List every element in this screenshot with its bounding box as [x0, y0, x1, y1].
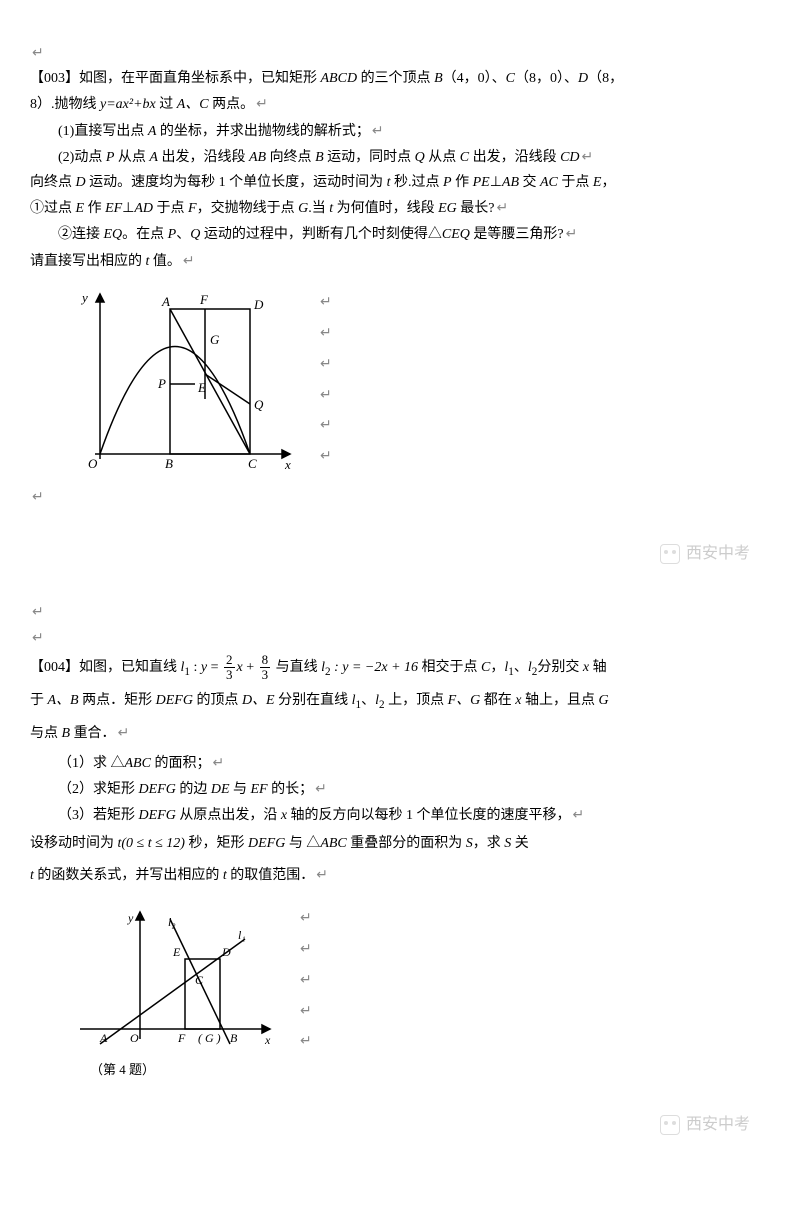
text: 的坐标，并求出抛物线的解析式；: [156, 124, 370, 139]
p004-line1: 【004】如图，已知直线 l1 : y = 23x + 83 与直线 l2 : …: [30, 651, 770, 686]
p004-q3: （3）若矩形 DEFG 从原点出发，沿 x 轴的反方向以每秒 1 个单位长度的速…: [30, 802, 770, 828]
equation: y=ax²+bx: [100, 97, 156, 112]
lbl-P: P: [157, 376, 166, 391]
svg-text:C: C: [195, 973, 204, 987]
lbl-O: O: [88, 456, 98, 471]
svg-text:E: E: [172, 945, 181, 959]
coord: （8，: [588, 71, 623, 86]
p003-line2: 8）.抛物线 y=ax²+bx 过 A、C 两点。↵: [30, 91, 770, 117]
svg-text:l₂: l₂: [168, 915, 176, 929]
figure-003: y x O A B C D F G P E Q ↵↵↵↵↵↵: [70, 284, 770, 474]
coord: （4，0）、: [443, 71, 506, 86]
text: 过: [156, 97, 177, 112]
p003-line3: 向终点 D 运动。速度均为每秒 1 个单位长度，运动时间为 t 秒.过点 P 作…: [30, 170, 770, 195]
blank-line: ↵: [30, 599, 770, 625]
svg-text:F: F: [177, 1031, 186, 1045]
wechat-icon: [660, 1115, 680, 1135]
text: 8）.抛物线: [30, 97, 100, 112]
p003-line5: ②连接 EQ。在点 P、Q 运动的过程中，判断有几个时刻使得△CEQ 是等腰三角…: [30, 221, 770, 247]
p004-q1: （1）求 △ABC 的面积；↵: [30, 750, 770, 776]
text: (1)直接写出点: [58, 124, 148, 139]
figure-004: y x O A B C D E F ( G ) l₁ l₂ ↵↵↵↵↵ （第 4…: [70, 902, 770, 1081]
svg-text:B: B: [230, 1031, 238, 1045]
svg-text:l₁: l₁: [238, 928, 246, 942]
blank-line: ↵: [30, 484, 770, 510]
text: 【003】如图，在平面直角坐标系中，已知矩形: [30, 71, 321, 86]
coord: （8，0）、: [515, 71, 578, 86]
wechat-icon: [660, 544, 680, 564]
p003-line6: 请直接写出相应的 t 值。↵: [30, 248, 770, 274]
watermark: 西安中考: [30, 540, 750, 569]
p004-q2: （2）求矩形 DEFG 的边 DE 与 EF 的长；↵: [30, 776, 770, 802]
svg-text:A: A: [99, 1031, 108, 1045]
lbl-Q: Q: [254, 397, 264, 412]
text-abcd: ABCD: [321, 71, 358, 86]
p004-line2: 于 A、B 两点．矩形 DEFG 的顶点 D、E 分别在直线 l1、l2 上，顶…: [30, 686, 770, 717]
p004-line5: t 的函数关系式，并写出相应的 t 的取值范围．↵: [30, 859, 770, 892]
lbl-G: G: [210, 332, 220, 347]
pt-D: D: [578, 71, 588, 86]
lbl-B: B: [165, 456, 173, 471]
lbl-C: C: [248, 456, 257, 471]
lbl-x: x: [284, 457, 291, 472]
paragraph-marks: ↵↵↵↵↵↵: [320, 286, 332, 471]
svg-text:x: x: [264, 1033, 271, 1047]
pts-AC: A、C: [177, 97, 209, 112]
blank-line: ↵: [30, 40, 770, 66]
watermark-text: 西安中考: [686, 545, 750, 562]
p004-line3: 与点 B 重合．↵: [30, 717, 770, 750]
watermark: 西安中考: [30, 1111, 750, 1140]
paragraph-marks: ↵↵↵↵↵: [300, 902, 312, 1056]
lbl-E: E: [197, 380, 206, 395]
p004-line4: 设移动时间为 t(0 ≤ t ≤ 12) 秒，矩形 DEFG 与 △ABC 重叠…: [30, 829, 770, 860]
svg-text:D: D: [221, 945, 231, 959]
pt-C: C: [506, 71, 515, 86]
p003-q2: (2)动点 P 从点 A 出发，沿线段 AB 向终点 B 运动，同时点 Q 从点…: [30, 144, 770, 170]
lbl-D: D: [253, 297, 264, 312]
svg-text:O: O: [130, 1031, 139, 1045]
svg-text:( G ): ( G ): [198, 1031, 221, 1045]
p003-line4: ①过点 E 作 EF⊥AD 于点 F，交抛物线于点 G.当 t 为何值时，线段 …: [30, 195, 770, 221]
figure-caption: （第 4 题）: [90, 1058, 770, 1081]
lbl-A: A: [161, 294, 170, 309]
p003-line1: 【003】如图，在平面直角坐标系中，已知矩形 ABCD 的三个顶点 B（4，0）…: [30, 66, 770, 91]
lbl-y: y: [80, 290, 88, 305]
pt-B: B: [434, 71, 443, 86]
lbl-F: F: [199, 292, 209, 307]
watermark-text: 西安中考: [686, 1116, 750, 1133]
p003-q1: (1)直接写出点 A 的坐标，并求出抛物线的解析式；↵: [30, 118, 770, 144]
text: 两点。: [209, 97, 255, 112]
blank-line: ↵: [30, 625, 770, 651]
svg-text:y: y: [127, 911, 134, 925]
text: 的三个顶点: [357, 71, 434, 86]
